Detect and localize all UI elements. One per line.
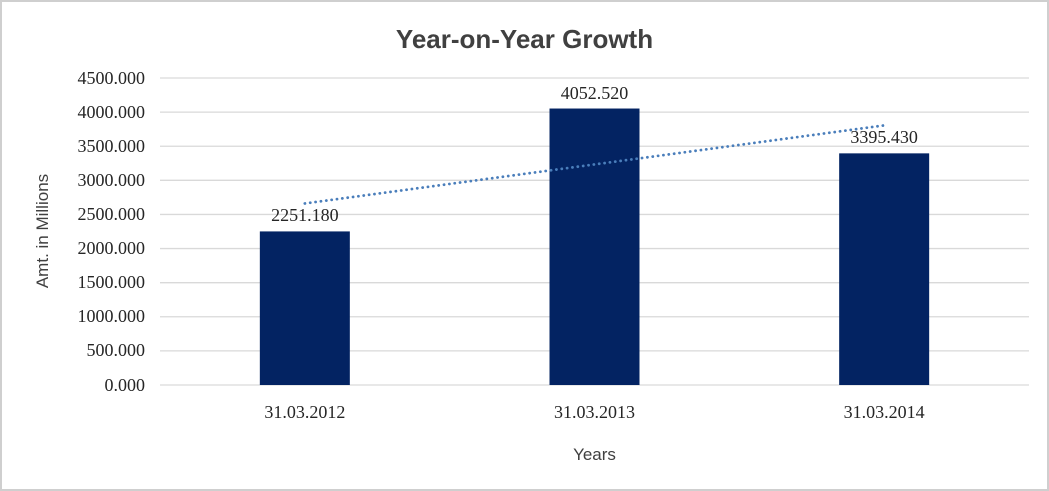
- x-axis-tick-label: 31.03.2014: [843, 402, 925, 422]
- y-axis-tick-label: 2000.000: [77, 238, 146, 259]
- x-axis-tick-label: 31.03.2012: [264, 402, 346, 422]
- y-axis-tick-label: 2500.000: [77, 203, 146, 224]
- y-axis-tick-label: 1000.000: [77, 306, 146, 327]
- y-axis-tick-label: 500.000: [86, 340, 146, 361]
- bar-value-label: 2251.180: [271, 205, 339, 226]
- y-axis-tick-label: 3500.000: [77, 135, 146, 156]
- trendline: [303, 124, 886, 205]
- bar-value-label: 3395.430: [850, 127, 918, 148]
- bar: [839, 153, 930, 385]
- y-axis-tick-label: 4000.000: [77, 101, 146, 122]
- bar: [259, 231, 350, 385]
- y-axis-tick-label: 3000.000: [77, 169, 146, 190]
- chart-title: Year-on-Year Growth: [395, 24, 654, 54]
- bar: [549, 108, 640, 385]
- bar-value-label: 4052.520: [560, 82, 629, 103]
- x-axis-tick-label: 31.03.2013: [554, 402, 635, 422]
- x-axis-title: Years: [573, 445, 616, 464]
- y-axis-tick-label: 1500.000: [77, 272, 146, 293]
- y-axis-title: Amt. in Millions: [33, 173, 52, 289]
- y-axis-tick-label: 0.000: [104, 374, 146, 395]
- y-axis-tick-label: 4500.000: [77, 67, 146, 88]
